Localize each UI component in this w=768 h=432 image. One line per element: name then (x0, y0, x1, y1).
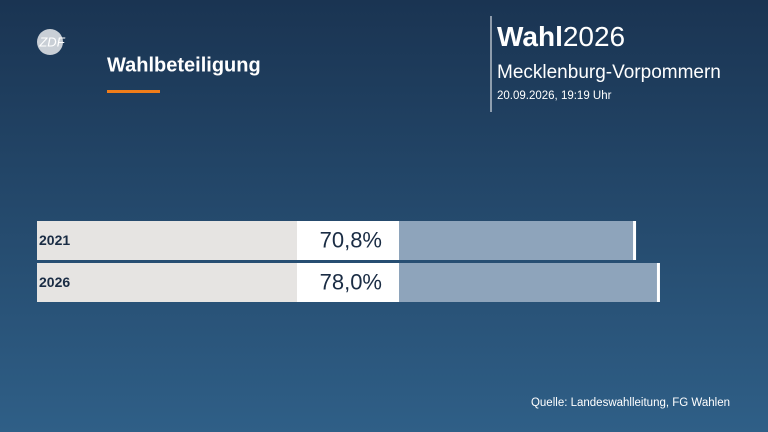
title-underline (107, 90, 160, 93)
value-box (297, 221, 399, 260)
header-brand: Wahl2026 (497, 21, 625, 52)
region: Mecklenburg-Vorpommern (497, 62, 721, 83)
value-label: 70,8% (320, 227, 382, 252)
bar (399, 221, 635, 260)
chart-title: Wahlbeteiligung (107, 54, 261, 76)
category-label: 2021 (39, 232, 70, 248)
value-label: 78,0% (320, 269, 382, 294)
logo-circle (37, 29, 63, 55)
category-label: 2026 (39, 274, 70, 290)
year: 2026 (563, 21, 625, 52)
logo: ZDF (38, 34, 65, 49)
value-box (297, 263, 399, 302)
source: Quelle: Landeswahlleitung, FG Wahlen (531, 397, 730, 409)
bar-end (633, 221, 637, 260)
brand: Wahl (497, 21, 563, 52)
bar-end (656, 263, 660, 302)
timestamp: 20.09.2026, 19:19 Uhr (497, 90, 612, 102)
label-area (37, 263, 297, 302)
label-area (37, 221, 297, 260)
bar (399, 263, 658, 302)
